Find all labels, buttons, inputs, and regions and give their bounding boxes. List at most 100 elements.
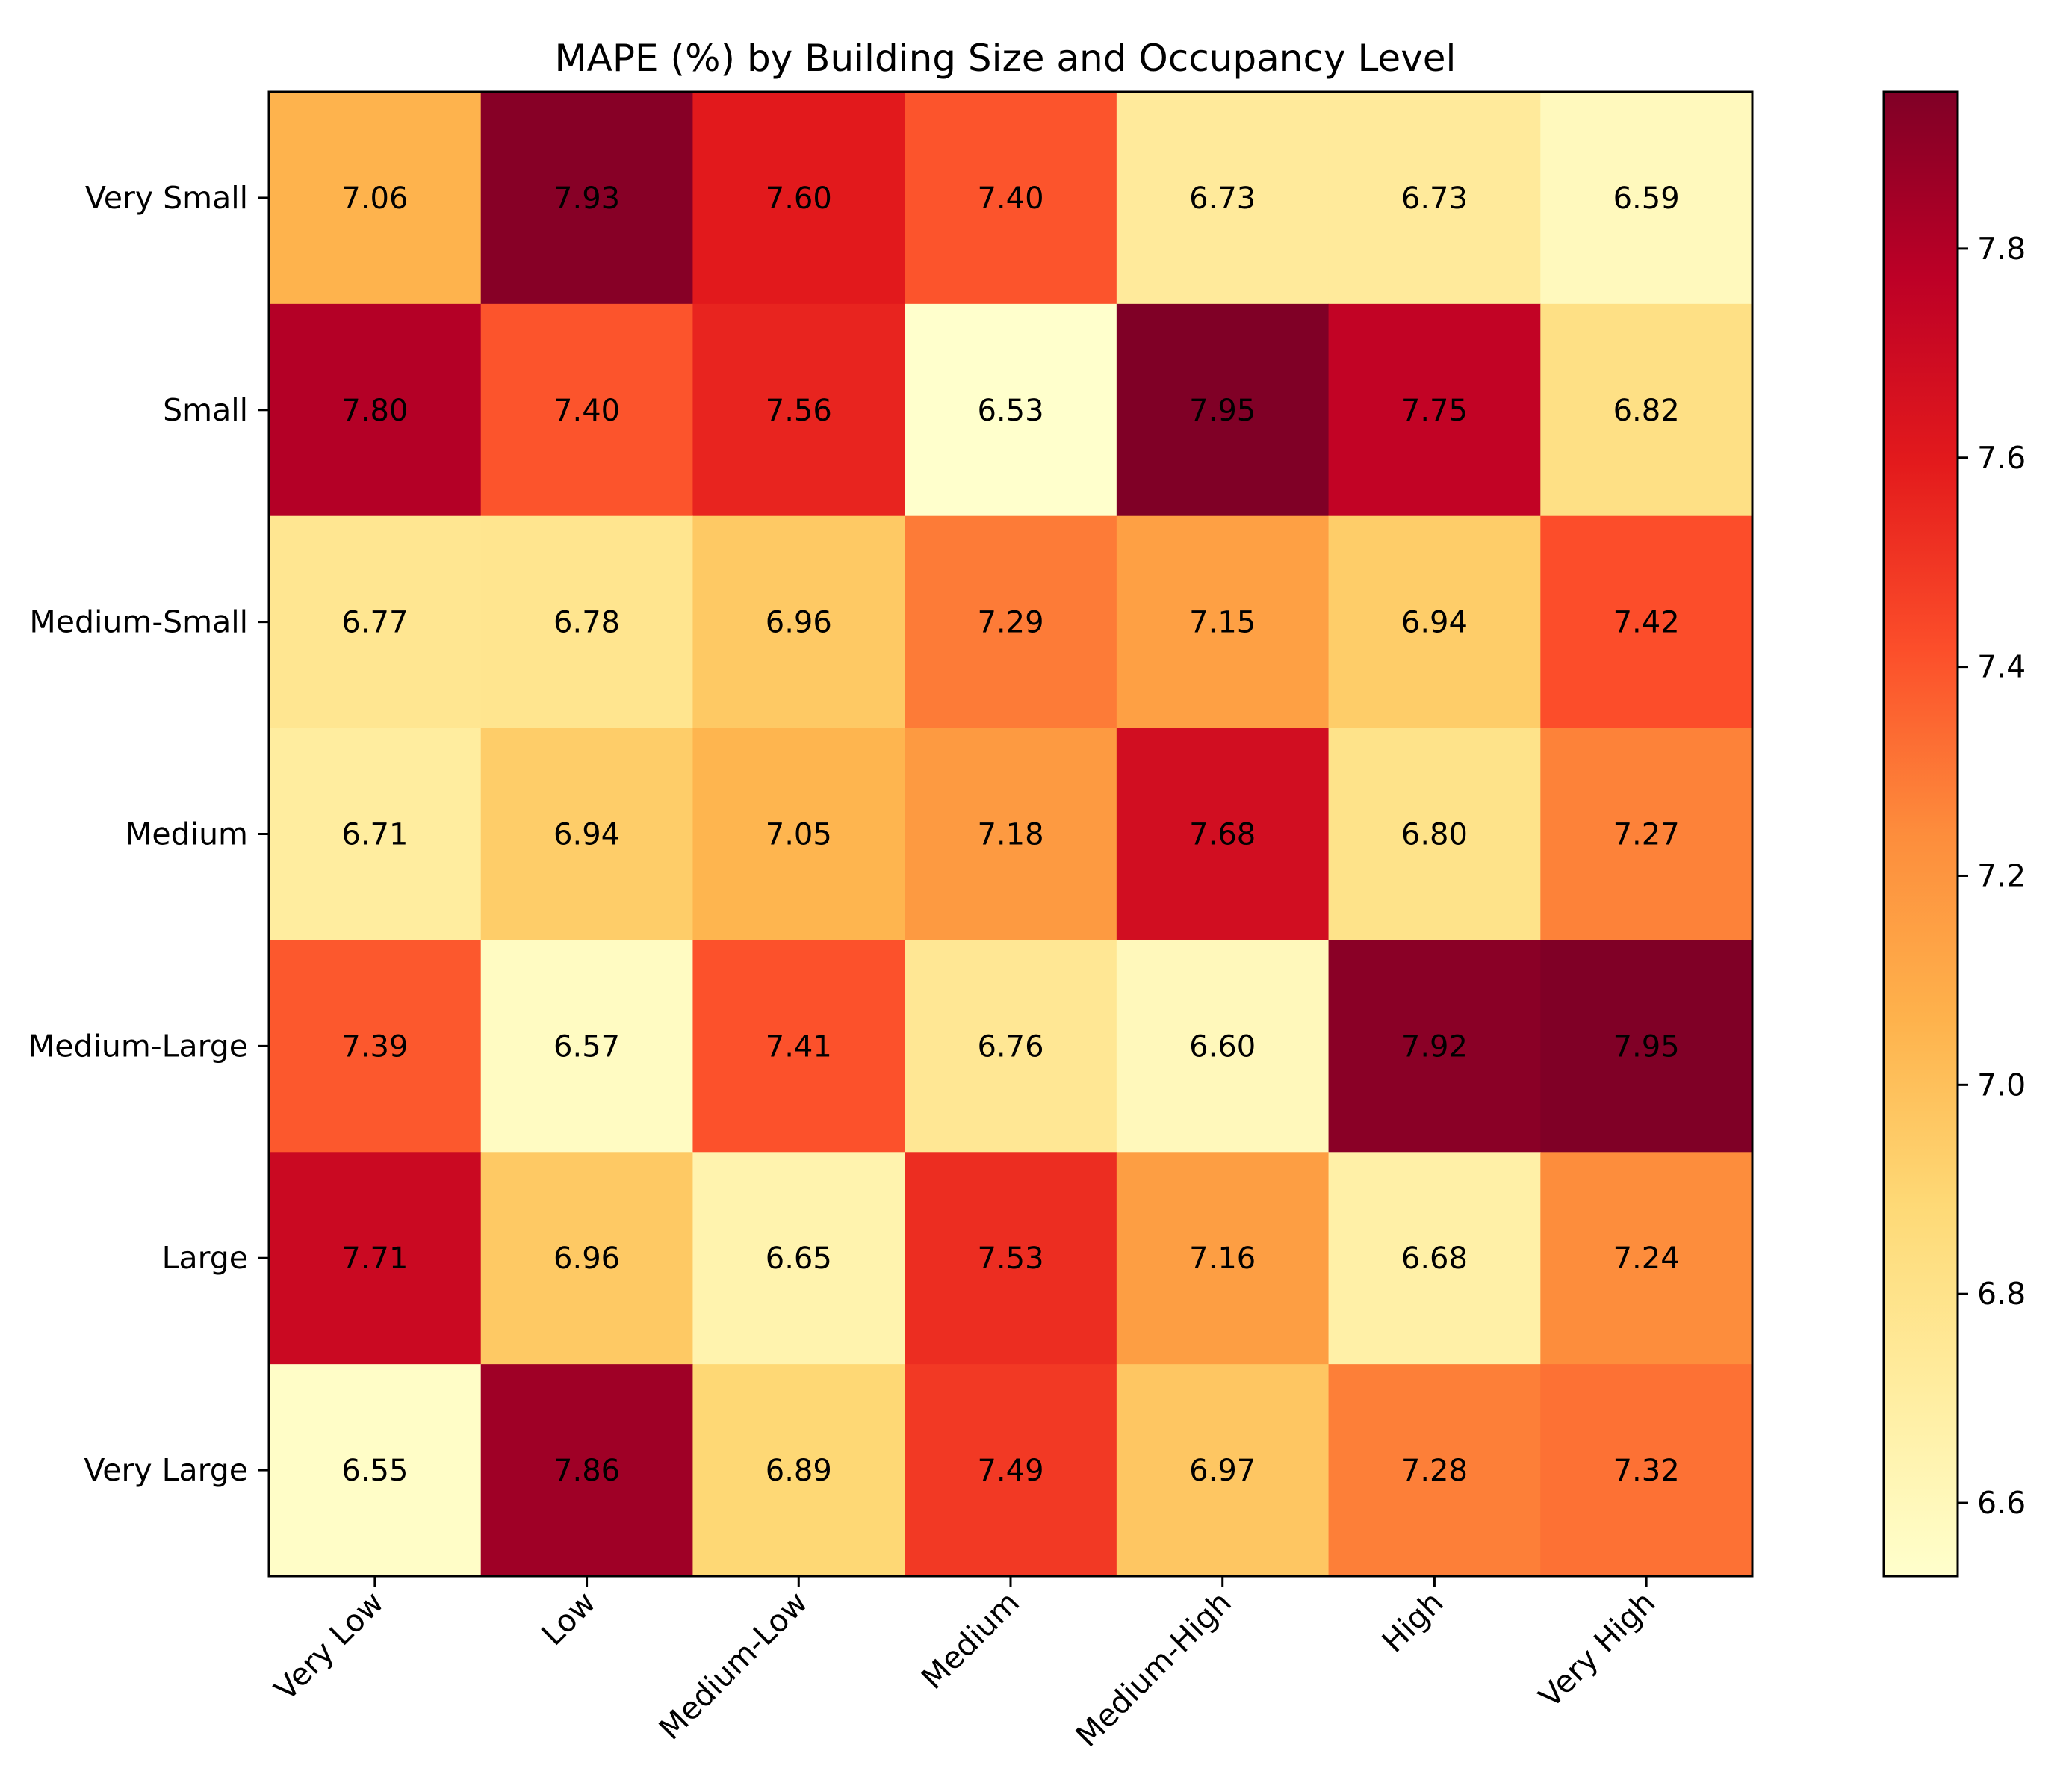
cell-value-label: 6.94 [1401,606,1468,640]
heatmap-cell [692,92,905,305]
cell-value-label: 7.05 [766,818,832,852]
y-tick-label: Medium-Large [28,1028,248,1064]
heatmap-cell [269,303,482,517]
cell-value-label: 6.97 [1189,1454,1256,1488]
cell-value-label: 7.95 [1189,394,1256,428]
heatmap-cell [692,1152,905,1365]
heatmap-cell [480,515,694,729]
heatmap-cell [905,728,1117,941]
cell-value-label: 6.80 [1401,818,1468,852]
cell-value-label: 7.39 [341,1029,408,1064]
colorbar-tick-label: 7.4 [1977,649,2026,685]
heatmap-cell [692,940,905,1153]
cell-value-label: 6.71 [341,818,408,852]
heatmap-cell [905,1152,1117,1365]
cell-value-label: 6.73 [1401,182,1468,216]
colorbar-tick-label: 6.6 [1977,1485,2026,1521]
heatmap-cell [480,728,694,941]
cell-value-label: 7.28 [1401,1454,1468,1488]
heatmap-cell [692,303,905,517]
y-tick-label: Medium [125,816,248,852]
colorbar-tick-label: 7.6 [1977,440,2026,476]
colorbar-axis: 6.6 6.8 7.0 7.2 7.4 7.6 7.8 [1958,231,2026,1521]
x-tick-label: High [1375,1584,1451,1660]
cell-value-label: 7.32 [1613,1454,1680,1488]
heatmap-cell [1328,515,1541,729]
colorbar-tick-label: 7.8 [1977,231,2026,267]
cell-value-label: 7.68 [1189,818,1256,852]
cell-value-label: 7.40 [977,182,1043,216]
heatmap-cell [692,728,905,941]
heatmap-cell [905,1364,1117,1577]
heatmap-cell [1540,1364,1753,1577]
heatmap-cell [1540,92,1753,305]
heatmap-cell [269,1152,482,1365]
cell-value-label: 6.96 [766,606,832,640]
cell-value-label: 7.29 [977,606,1043,640]
heatmap-cell [1116,1152,1330,1365]
heatmap-cell [1328,1364,1541,1577]
cell-value-label: 6.59 [1613,182,1680,216]
y-tick-label: Very Large [84,1452,248,1488]
colorbar-tick-label: 7.0 [1977,1067,2026,1103]
heatmap-cell [1116,728,1330,941]
colorbar-tick-label: 7.2 [1977,858,2026,893]
cell-value-label: 7.60 [766,182,832,216]
cell-value-label: 6.76 [977,1029,1043,1064]
y-axis: Very Small Small Medium-Small Medium Medium-… [28,180,269,1488]
heatmap-cell [905,940,1117,1153]
cell-value-label: 7.92 [1401,1029,1468,1064]
cell-value-label: 7.56 [766,394,832,428]
cell-value-label: 7.80 [341,394,408,428]
heatmap-cell-labels: 7.06 7.93 7.60 7.40 6.73 6.73 6.59 7.80 7.40 7.56… [341,182,1679,1488]
heatmap-cell [1540,303,1753,517]
cell-value-label: 7.95 [1613,1029,1680,1064]
cell-value-label: 7.86 [553,1454,620,1488]
heatmap-cell [480,1364,694,1577]
heatmap-cell [1540,1152,1753,1365]
heatmap-cell [269,515,482,729]
heatmap-cell [480,303,694,517]
cell-value-label: 7.27 [1613,818,1680,852]
cell-value-label: 7.16 [1189,1241,1256,1276]
heatmap-cell [1116,303,1330,517]
cell-value-label: 6.82 [1613,394,1680,428]
cell-value-label: 6.73 [1189,182,1256,216]
cell-value-label: 6.77 [341,606,408,640]
heatmap-cell [269,728,482,941]
cell-value-label: 6.55 [341,1454,408,1488]
heatmap-cell [1116,1364,1330,1577]
y-tick-label: Very Small [85,180,248,216]
x-tick-label: Low [535,1584,603,1652]
heatmap-cell [905,303,1117,517]
cell-value-label: 7.40 [553,394,620,428]
x-tick-label: Medium [914,1584,1026,1696]
heatmap-cell [269,940,482,1153]
heatmap-cell [905,515,1117,729]
cell-value-label: 6.57 [553,1029,620,1064]
cell-value-label: 7.49 [977,1454,1043,1488]
cell-value-label: 6.68 [1401,1241,1468,1276]
heatmap-cell [1540,515,1753,729]
cell-value-label: 7.24 [1613,1241,1680,1276]
x-tick-label: Very Low [267,1584,391,1708]
heatmap-cell [1540,940,1753,1153]
colorbar-tick-label: 6.8 [1977,1276,2026,1312]
heatmap-cell [269,92,482,305]
cell-value-label: 7.06 [341,182,408,216]
heatmap-cell [1328,92,1541,305]
cell-value-label: 7.41 [766,1029,832,1064]
cell-value-label: 7.18 [977,818,1043,852]
heatmap-cells [269,92,1753,1577]
x-tick-label: Medium-Low [652,1584,814,1746]
cell-value-label: 7.93 [553,182,620,216]
heatmap-cell [1116,940,1330,1153]
cell-value-label: 6.60 [1189,1029,1256,1064]
heatmap-cell [1328,728,1541,941]
cell-value-label: 6.96 [553,1241,620,1276]
heatmap-cell [1328,940,1541,1153]
heatmap-cell [692,1364,905,1577]
cell-value-label: 6.78 [553,606,620,640]
cell-value-label: 7.71 [341,1241,408,1276]
